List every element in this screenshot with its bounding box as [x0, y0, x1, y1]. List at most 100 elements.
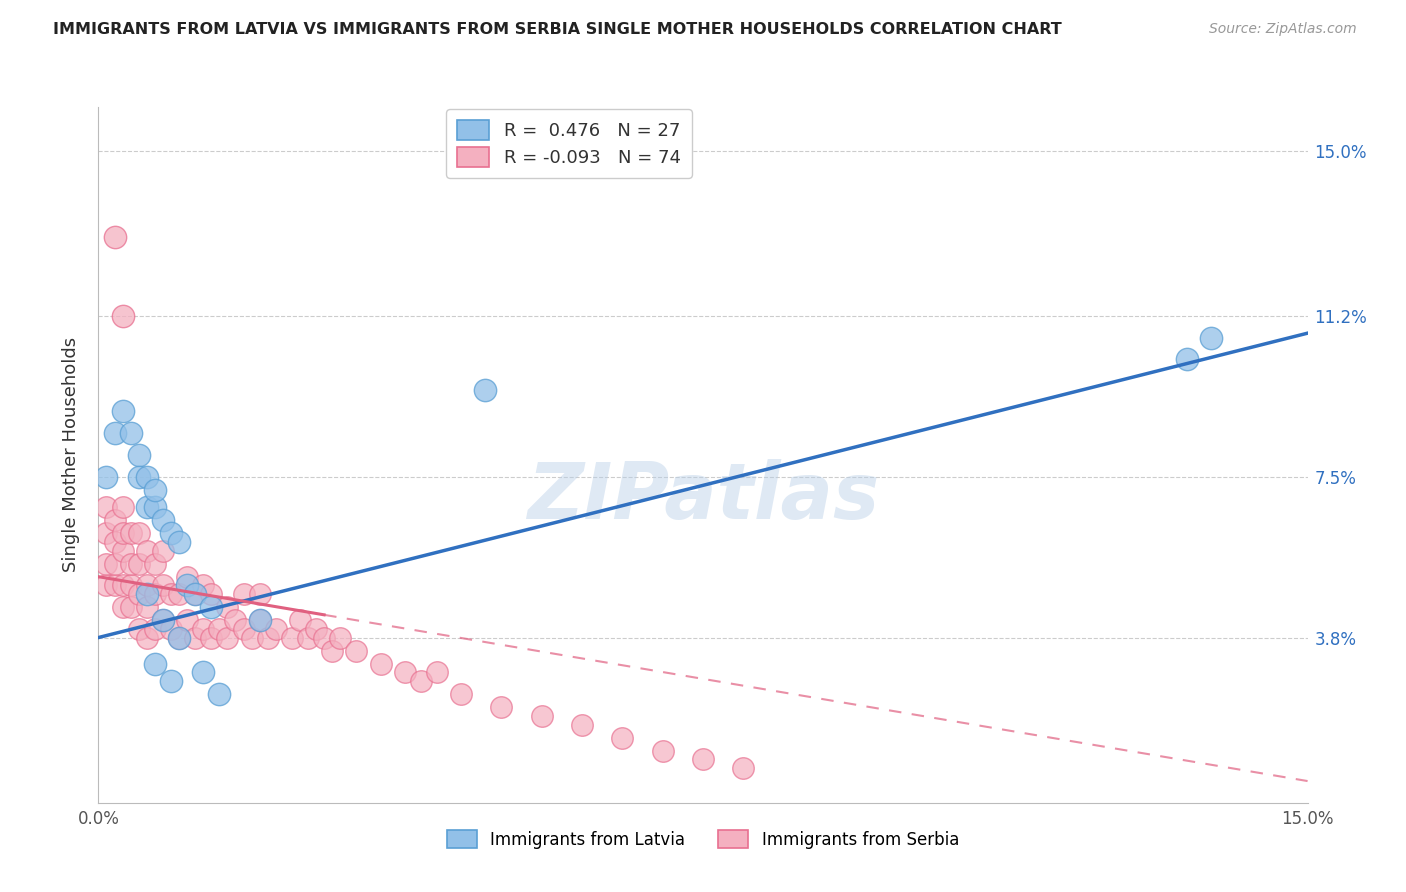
Point: [612, 731, 634, 745]
Point: [314, 631, 336, 645]
Point: [224, 613, 246, 627]
Point: [160, 526, 183, 541]
Point: [491, 700, 513, 714]
Point: [370, 657, 392, 671]
Point: [152, 613, 174, 627]
Point: [450, 687, 472, 701]
Point: [249, 613, 271, 627]
Point: [111, 578, 134, 592]
Point: [571, 717, 593, 731]
Point: [135, 578, 157, 592]
Point: [128, 557, 150, 571]
Text: Source: ZipAtlas.com: Source: ZipAtlas.com: [1209, 22, 1357, 37]
Point: [103, 426, 125, 441]
Point: [103, 557, 125, 571]
Point: [128, 469, 150, 483]
Point: [249, 613, 271, 627]
Point: [426, 665, 449, 680]
Point: [200, 600, 222, 615]
Point: [167, 631, 190, 645]
Point: [249, 587, 271, 601]
Point: [135, 600, 157, 615]
Point: [143, 557, 166, 571]
Point: [200, 587, 222, 601]
Point: [111, 600, 134, 615]
Point: [167, 631, 190, 645]
Point: [143, 483, 166, 497]
Point: [240, 631, 263, 645]
Point: [128, 448, 150, 462]
Point: [143, 657, 166, 671]
Point: [232, 622, 254, 636]
Point: [111, 500, 134, 514]
Point: [96, 557, 118, 571]
Point: [128, 587, 150, 601]
Point: [193, 622, 215, 636]
Point: [135, 587, 157, 601]
Point: [530, 708, 553, 723]
Point: [143, 587, 166, 601]
Point: [281, 631, 304, 645]
Point: [135, 469, 157, 483]
Point: [176, 570, 198, 584]
Point: [297, 631, 319, 645]
Point: [217, 600, 239, 615]
Point: [111, 309, 134, 323]
Point: [120, 557, 142, 571]
Point: [329, 631, 352, 645]
Point: [120, 426, 142, 441]
Point: [256, 631, 278, 645]
Point: [120, 578, 142, 592]
Point: [152, 543, 174, 558]
Point: [193, 578, 215, 592]
Point: [208, 622, 231, 636]
Point: [733, 761, 755, 775]
Point: [160, 587, 183, 601]
Point: [394, 665, 416, 680]
Point: [288, 613, 311, 627]
Point: [344, 643, 367, 657]
Point: [232, 587, 254, 601]
Point: [128, 526, 150, 541]
Point: [96, 526, 118, 541]
Point: [152, 578, 174, 592]
Point: [96, 578, 118, 592]
Point: [167, 587, 190, 601]
Point: [176, 578, 198, 592]
Point: [135, 500, 157, 514]
Point: [167, 534, 190, 549]
Point: [1175, 352, 1198, 367]
Point: [120, 600, 142, 615]
Point: [111, 543, 134, 558]
Point: [305, 622, 328, 636]
Point: [128, 622, 150, 636]
Point: [103, 513, 125, 527]
Point: [96, 469, 118, 483]
Point: [103, 230, 125, 244]
Point: [474, 383, 496, 397]
Point: [120, 526, 142, 541]
Point: [103, 534, 125, 549]
Point: [111, 404, 134, 418]
Point: [135, 631, 157, 645]
Y-axis label: Single Mother Households: Single Mother Households: [62, 337, 80, 573]
Point: [160, 674, 183, 689]
Legend: Immigrants from Latvia, Immigrants from Serbia: Immigrants from Latvia, Immigrants from …: [439, 822, 967, 857]
Point: [184, 631, 207, 645]
Point: [96, 500, 118, 514]
Point: [208, 687, 231, 701]
Point: [321, 643, 343, 657]
Point: [160, 622, 183, 636]
Text: ZIPatlas: ZIPatlas: [527, 458, 879, 534]
Text: IMMIGRANTS FROM LATVIA VS IMMIGRANTS FROM SERBIA SINGLE MOTHER HOUSEHOLDS CORREL: IMMIGRANTS FROM LATVIA VS IMMIGRANTS FRO…: [53, 22, 1062, 37]
Point: [135, 543, 157, 558]
Point: [111, 526, 134, 541]
Point: [143, 622, 166, 636]
Point: [692, 752, 714, 766]
Point: [184, 587, 207, 601]
Point: [176, 613, 198, 627]
Point: [651, 744, 673, 758]
Point: [184, 587, 207, 601]
Point: [264, 622, 287, 636]
Point: [143, 500, 166, 514]
